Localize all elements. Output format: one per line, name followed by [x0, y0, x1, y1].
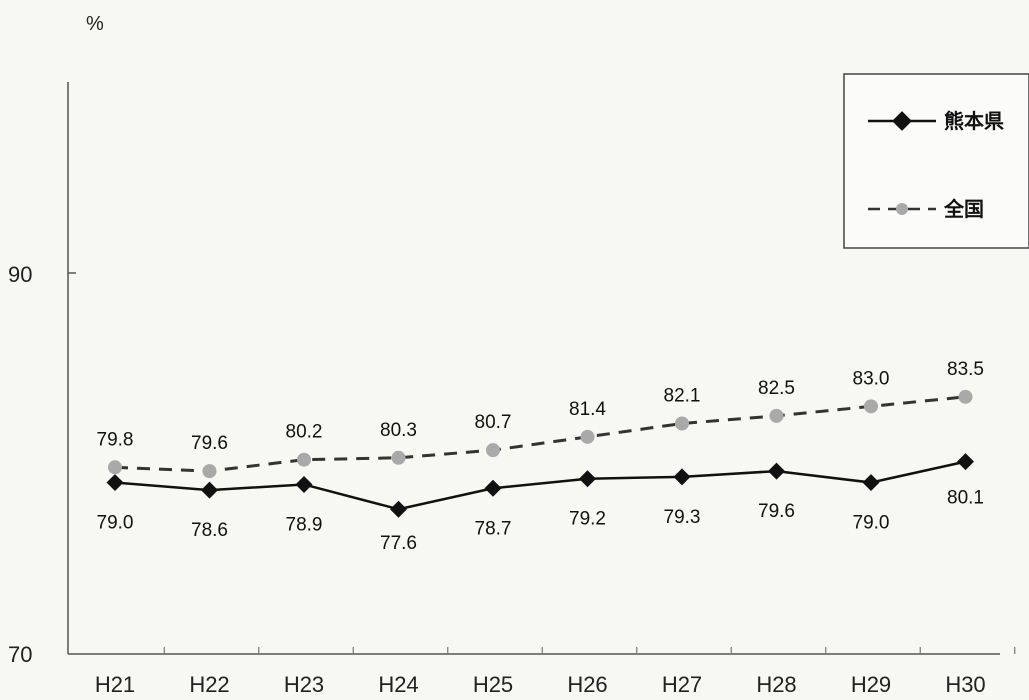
data-point-national	[391, 450, 406, 465]
x-tick-label: H24	[378, 672, 418, 697]
data-label-kumamoto: 78.7	[475, 518, 512, 539]
data-point-kumamoto	[295, 475, 313, 493]
x-tick-label: H28	[756, 672, 796, 697]
x-tick-label: H25	[473, 672, 513, 697]
legend: 熊本県 全国	[843, 73, 1029, 249]
data-label-kumamoto: 79.0	[853, 513, 890, 534]
data-label-national: 80.3	[380, 420, 417, 441]
data-point-kumamoto	[484, 479, 502, 497]
data-point-national	[958, 389, 973, 404]
data-label-kumamoto: 79.0	[97, 513, 134, 534]
x-tick-label: H26	[567, 672, 607, 697]
legend-label-kumamoto: 熊本県	[944, 109, 1004, 133]
x-tick-label: H30	[945, 672, 985, 697]
legend-label-national: 全国	[943, 197, 984, 221]
data-label-national: 83.0	[853, 368, 890, 389]
data-label-kumamoto: 78.9	[286, 514, 323, 535]
x-tick-label: H23	[284, 672, 324, 697]
data-label-national: 83.5	[947, 359, 984, 380]
data-point-national	[769, 408, 784, 423]
data-label-national: 80.2	[286, 422, 323, 443]
data-label-kumamoto: 79.6	[758, 501, 795, 522]
y-tick-label: 70	[8, 642, 32, 667]
data-point-kumamoto	[201, 481, 218, 499]
data-point-national	[486, 443, 500, 458]
data-label-national: 79.8	[97, 429, 134, 450]
data-label-kumamoto: 79.2	[569, 509, 606, 530]
data-label-kumamoto: 79.3	[664, 507, 701, 528]
series-line-kumamoto	[114, 460, 966, 511]
data-point-national	[675, 416, 689, 431]
data-point-kumamoto	[390, 500, 407, 518]
data-label-national: 79.6	[191, 433, 228, 454]
y-unit-label: %	[86, 13, 104, 35]
data-point-kumamoto	[673, 468, 691, 486]
data-point-national	[864, 399, 878, 414]
legend-box	[843, 73, 1029, 249]
data-point-national	[202, 464, 217, 479]
data-label-national: 82.5	[758, 378, 795, 399]
data-point-kumamoto	[768, 462, 785, 480]
data-label-national: 81.4	[569, 399, 606, 420]
y-tick-label: 90	[8, 262, 32, 287]
data-point-national	[580, 429, 595, 444]
data-point-kumamoto	[862, 474, 880, 492]
data-point-kumamoto	[106, 474, 124, 492]
data-point-national	[297, 452, 311, 467]
x-tick-label: H29	[851, 672, 891, 697]
x-tick-label: H27	[662, 672, 702, 697]
series-line-national	[114, 395, 966, 473]
data-label-kumamoto: 80.1	[947, 488, 984, 509]
x-tick-label: H21	[95, 672, 135, 697]
data-label-kumamoto: 77.6	[380, 533, 417, 554]
data-label-national: 80.7	[475, 412, 512, 433]
legend-marker-national	[896, 203, 908, 215]
data-point-national	[108, 460, 122, 475]
x-tick-label: H22	[189, 672, 229, 697]
data-label-kumamoto: 78.6	[191, 520, 228, 541]
data-point-kumamoto	[579, 470, 596, 488]
data-point-kumamoto	[957, 453, 974, 471]
data-label-national: 82.1	[664, 385, 701, 406]
